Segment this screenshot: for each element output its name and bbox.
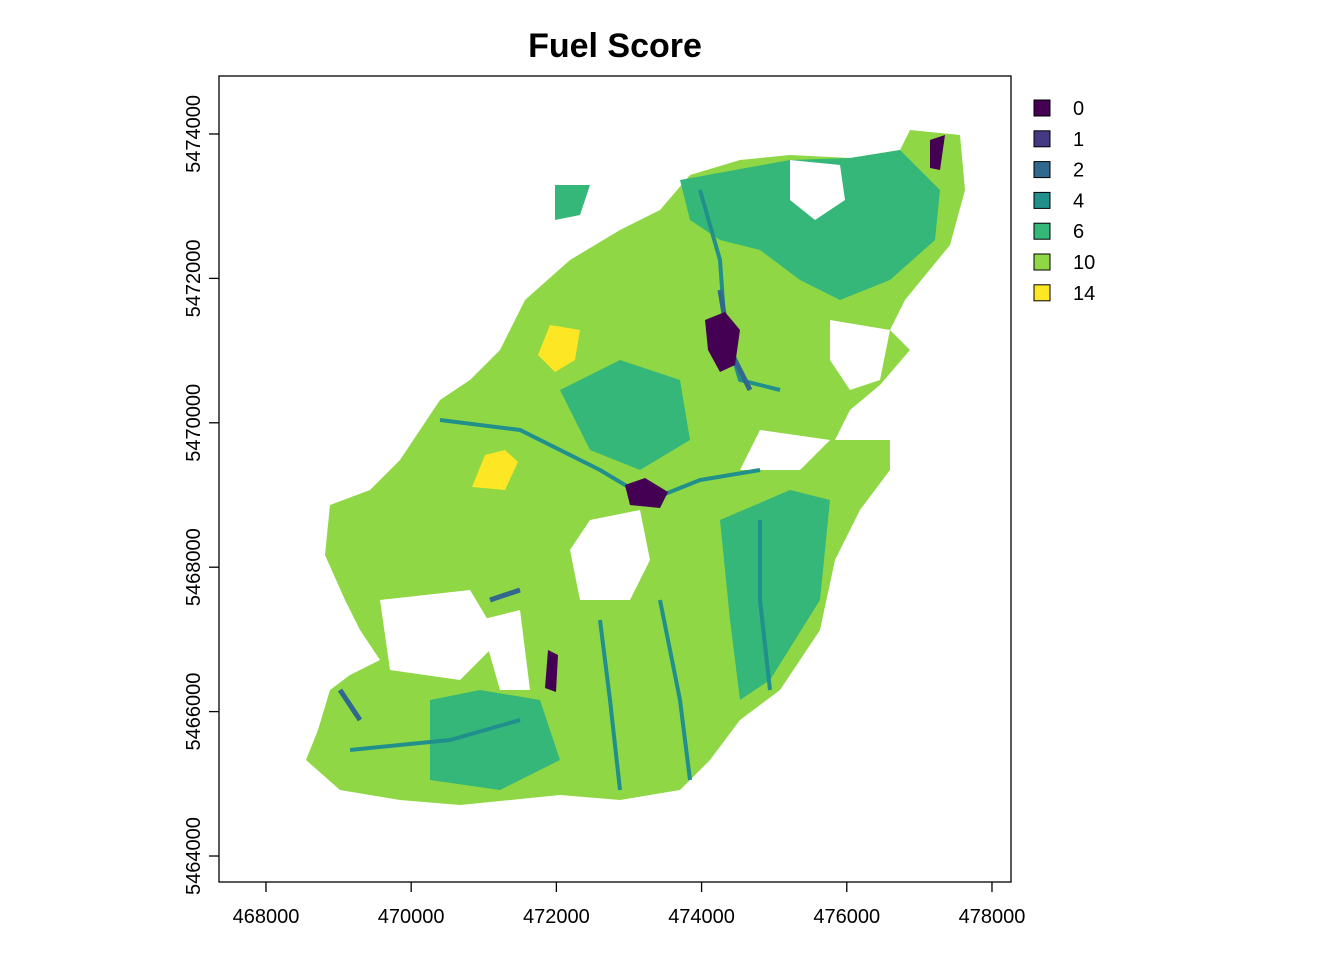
y-tick-label: 5470000 (183, 384, 205, 462)
legend-swatch (1033, 191, 1051, 209)
legend-label: 6 (1073, 221, 1084, 243)
lake (545, 650, 558, 692)
chart-title: Fuel Score (528, 27, 702, 65)
no-data (830, 320, 890, 390)
x-tick-label: 472000 (523, 906, 590, 928)
legend-label: 0 (1073, 98, 1084, 120)
legend: 0 1 2 4 6 10 14 (1033, 98, 1095, 305)
y-tick-label: 5466000 (183, 673, 205, 751)
plot-frame (218, 75, 1012, 883)
no-data (740, 430, 830, 470)
legend-swatch (1033, 222, 1051, 240)
legend-label: 2 (1073, 160, 1084, 182)
lake (705, 312, 740, 372)
patch-14 (538, 325, 580, 372)
y-tick-label: 5474000 (183, 95, 205, 173)
x-tick-label: 478000 (959, 906, 1026, 928)
y-tick-label: 5472000 (183, 239, 205, 317)
region-6 (680, 150, 940, 300)
legend-swatch (1033, 253, 1051, 271)
legend-label: 1 (1073, 129, 1084, 151)
x-tick-label: 468000 (233, 906, 300, 928)
legend-label: 10 (1073, 252, 1095, 274)
y-tick-label: 5468000 (183, 528, 205, 606)
legend-label: 14 (1073, 283, 1095, 305)
y-tick-label: 5464000 (183, 817, 205, 895)
no-data (790, 160, 845, 220)
x-tick-label: 474000 (668, 906, 735, 928)
region-6 (430, 690, 560, 790)
lake (625, 478, 668, 508)
region-6 (720, 490, 830, 700)
region-6 (555, 185, 590, 220)
legend-label: 4 (1073, 190, 1084, 212)
no-data (570, 510, 650, 600)
x-tick-label: 470000 (378, 906, 445, 928)
x-tick-label: 476000 (813, 906, 880, 928)
no-data (480, 610, 530, 690)
legend-swatch (1033, 161, 1051, 179)
no-data (380, 590, 500, 680)
legend-swatch (1033, 130, 1051, 148)
region-6 (560, 360, 690, 470)
raster-map (306, 130, 965, 805)
legend-swatch (1033, 284, 1051, 302)
legend-swatch (1033, 99, 1051, 117)
patch-14 (472, 450, 518, 490)
lake (930, 135, 945, 170)
